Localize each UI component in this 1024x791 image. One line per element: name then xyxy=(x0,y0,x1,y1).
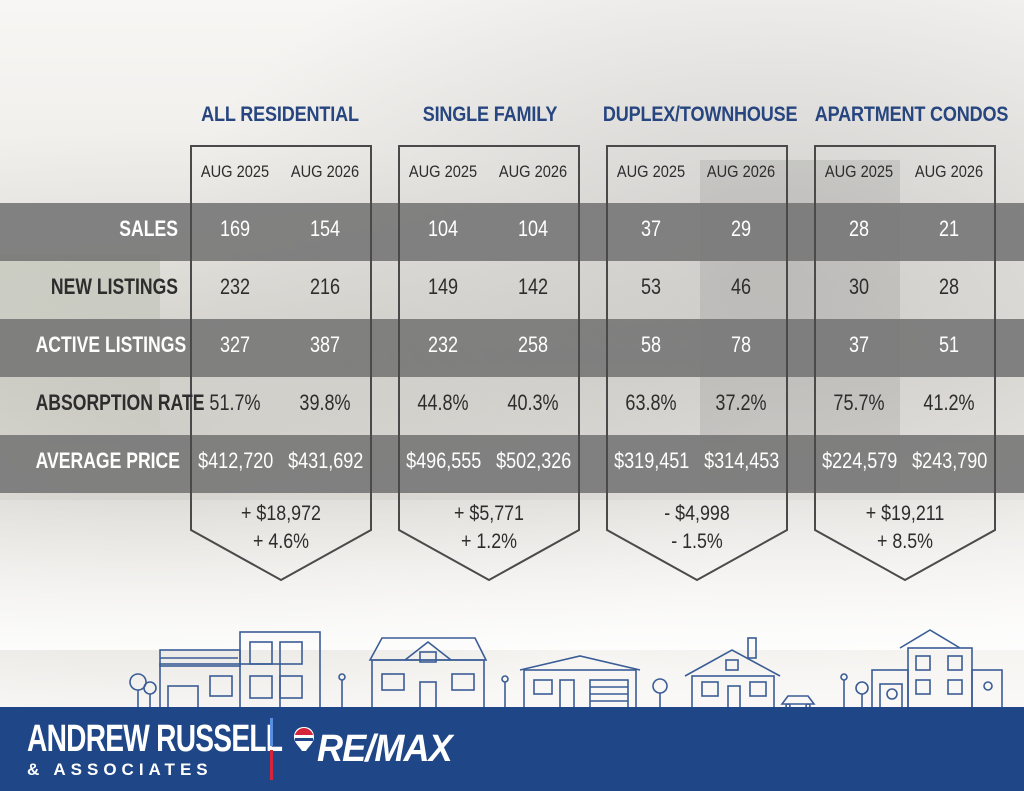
price-change-percent: + 4.6% xyxy=(252,530,310,553)
table-cell-sales: 104 xyxy=(517,216,549,241)
row-band-active-listings xyxy=(0,319,1024,377)
table-cell-average-price: $314,453 xyxy=(704,448,780,473)
row-label-active-listings: ACTIVE LISTINGS xyxy=(35,332,187,357)
table-cell-absorption-rate: 75.7% xyxy=(833,390,885,415)
table-cell-absorption-rate: 37.2% xyxy=(715,390,767,415)
period-header: AUG 2026 xyxy=(290,162,360,181)
price-change-amount: - $4,998 xyxy=(664,502,730,525)
footer-bar xyxy=(0,707,1024,791)
table-cell-average-price: $319,451 xyxy=(614,448,690,473)
period-header: AUG 2026 xyxy=(914,162,984,181)
table-cell-sales: 37 xyxy=(640,216,662,241)
price-change-amount: + $18,972 xyxy=(241,502,321,525)
period-header: AUG 2026 xyxy=(498,162,568,181)
remax-logo: RE/MAX xyxy=(317,728,453,770)
price-change-percent: + 8.5% xyxy=(876,530,934,553)
shield-frame-apartment-condos xyxy=(814,145,996,585)
table-cell-average-price: $243,790 xyxy=(912,448,988,473)
period-header: AUG 2025 xyxy=(408,162,478,181)
houses-illustration xyxy=(120,629,1020,709)
table-cell-sales: 104 xyxy=(427,216,459,241)
table-cell-sales: 154 xyxy=(309,216,341,241)
category-title: DUPLEX/TOWNHOUSE xyxy=(602,103,798,126)
table-cell-absorption-rate: 63.8% xyxy=(625,390,677,415)
remax-balloon-icon xyxy=(294,727,314,751)
table-cell-absorption-rate: 40.3% xyxy=(507,390,559,415)
price-change-summary: + $19,211 + 8.5% xyxy=(829,500,982,556)
price-change-amount: + $5,771 xyxy=(454,502,524,525)
table-cell-sales: 21 xyxy=(938,216,960,241)
category-title: ALL RESIDENTIAL xyxy=(201,103,359,126)
row-label-absorption-rate: ABSORPTION RATE xyxy=(35,390,205,415)
row-band-sales xyxy=(0,203,1024,261)
footer-divider-blue xyxy=(270,718,273,746)
row-band-average-price xyxy=(0,435,1024,493)
table-cell-new-listings: 232 xyxy=(219,274,251,299)
table-cell-new-listings: 149 xyxy=(427,274,459,299)
table-cell-active-listings: 327 xyxy=(219,332,251,357)
category-title: SINGLE FAMILY xyxy=(422,103,558,126)
row-label-new-listings: NEW LISTINGS xyxy=(50,274,178,299)
price-change-percent: + 1.2% xyxy=(460,530,518,553)
shield-frame-duplex-townhouse xyxy=(606,145,788,585)
period-header: AUG 2025 xyxy=(616,162,686,181)
table-cell-new-listings: 46 xyxy=(730,274,752,299)
row-label-sales: SALES xyxy=(119,216,178,241)
table-cell-absorption-rate: 41.2% xyxy=(923,390,975,415)
table-cell-active-listings: 58 xyxy=(640,332,662,357)
table-cell-active-listings: 37 xyxy=(848,332,870,357)
table-cell-absorption-rate: 44.8% xyxy=(417,390,469,415)
table-cell-active-listings: 51 xyxy=(938,332,960,357)
brand-subtitle: & ASSOCIATES xyxy=(27,760,213,779)
table-cell-new-listings: 30 xyxy=(848,274,870,299)
row-label-average-price: AVERAGE PRICE xyxy=(35,448,181,473)
table-cell-new-listings: 53 xyxy=(640,274,662,299)
footer-divider-red xyxy=(270,750,273,780)
period-header: AUG 2025 xyxy=(200,162,270,181)
table-cell-average-price: $224,579 xyxy=(822,448,898,473)
table-cell-average-price: $431,692 xyxy=(288,448,364,473)
category-title: APARTMENT CONDOS xyxy=(814,103,1009,126)
period-header: AUG 2025 xyxy=(824,162,894,181)
background-lower xyxy=(0,500,1024,650)
price-change-amount: + $19,211 xyxy=(865,502,945,525)
shield-frame-all-residential xyxy=(190,145,372,585)
table-cell-absorption-rate: 51.7% xyxy=(209,390,261,415)
period-header: AUG 2026 xyxy=(706,162,776,181)
price-change-summary: + $18,972 + 4.6% xyxy=(205,500,358,556)
table-cell-active-listings: 232 xyxy=(427,332,459,357)
price-change-summary: + $5,771 + 1.2% xyxy=(413,500,566,556)
table-cell-active-listings: 387 xyxy=(309,332,341,357)
shield-frame-single-family xyxy=(398,145,580,585)
brand-name: ANDREW RUSSELL xyxy=(27,718,283,760)
table-cell-sales: 28 xyxy=(848,216,870,241)
table-cell-sales: 29 xyxy=(730,216,752,241)
table-cell-sales: 169 xyxy=(219,216,251,241)
table-cell-average-price: $502,326 xyxy=(496,448,572,473)
table-cell-active-listings: 78 xyxy=(730,332,752,357)
price-change-summary: - $4,998 - 1.5% xyxy=(621,500,774,556)
table-cell-active-listings: 258 xyxy=(517,332,549,357)
table-cell-average-price: $496,555 xyxy=(406,448,482,473)
table-cell-new-listings: 28 xyxy=(938,274,960,299)
table-cell-average-price: $412,720 xyxy=(198,448,274,473)
table-cell-new-listings: 216 xyxy=(309,274,341,299)
table-cell-absorption-rate: 39.8% xyxy=(299,390,351,415)
price-change-percent: - 1.5% xyxy=(671,530,723,553)
table-cell-new-listings: 142 xyxy=(517,274,549,299)
